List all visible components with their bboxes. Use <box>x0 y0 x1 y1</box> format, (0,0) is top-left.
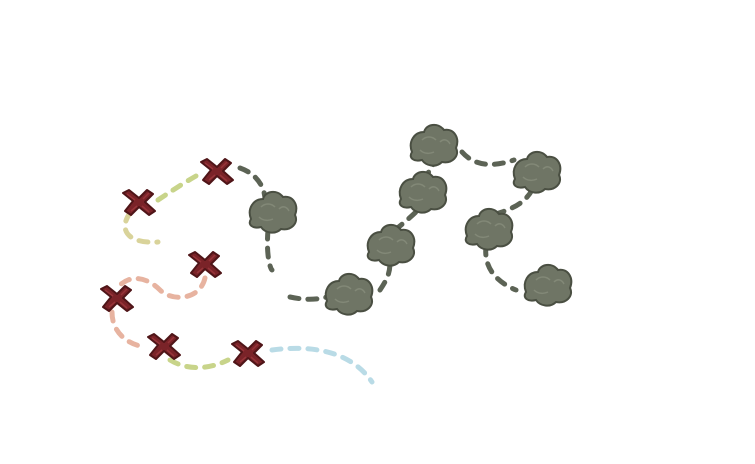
trail-path <box>269 345 375 385</box>
trail-path <box>459 149 517 167</box>
rock-blob-icon[interactable] <box>398 170 448 214</box>
x-mark-icon[interactable] <box>100 285 134 312</box>
trail-path <box>265 227 275 273</box>
x-mark-icon[interactable] <box>147 333 181 360</box>
rock-blob-icon[interactable] <box>366 223 416 267</box>
trail-path <box>167 357 231 370</box>
x-mark-icon[interactable] <box>188 251 222 278</box>
rock-blob-icon[interactable] <box>523 263 573 307</box>
x-mark-icon[interactable] <box>122 189 156 216</box>
rock-blob-icon[interactable] <box>324 272 374 316</box>
x-mark-icon[interactable] <box>200 158 234 185</box>
rock-blob-icon[interactable] <box>409 123 459 167</box>
trail-path <box>122 210 161 245</box>
trail-path <box>287 293 333 302</box>
rock-blob-icon[interactable] <box>512 150 562 194</box>
rock-blob-icon[interactable] <box>464 207 514 251</box>
trail-path <box>117 275 208 300</box>
trail-path <box>483 243 519 293</box>
trail-path <box>109 309 143 349</box>
trail-path <box>155 173 199 203</box>
x-mark-icon[interactable] <box>231 340 265 367</box>
trail-path <box>493 187 535 217</box>
rock-blob-icon[interactable] <box>248 190 298 234</box>
